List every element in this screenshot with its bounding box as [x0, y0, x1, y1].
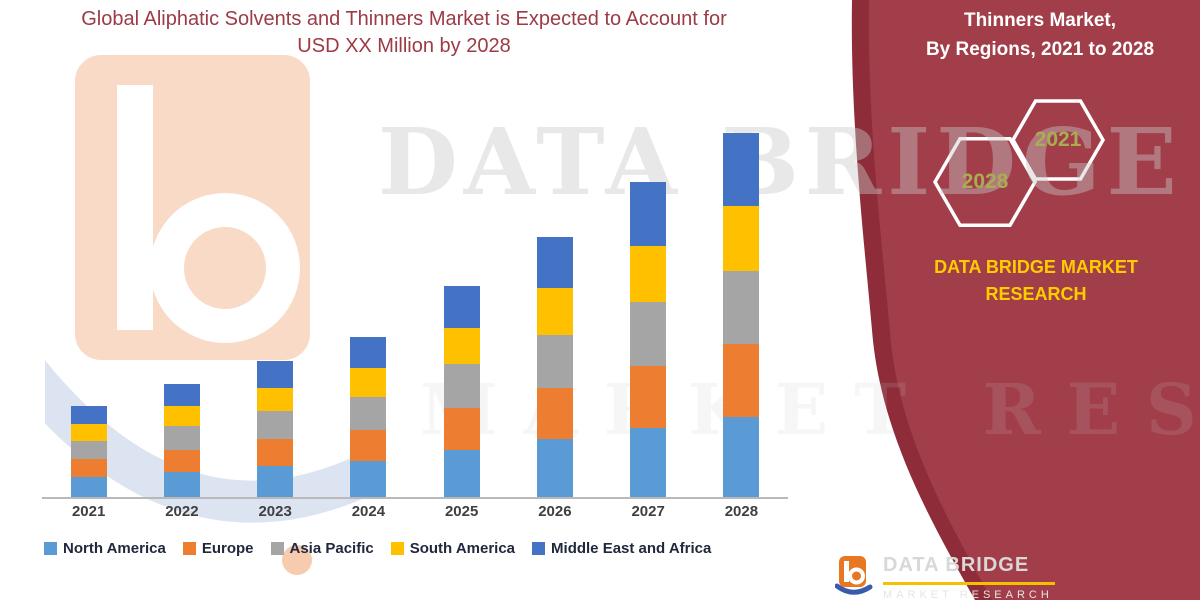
segment-2022-south-america — [163, 406, 200, 427]
x-axis-label-2027: 2027 — [631, 503, 665, 520]
segment-2022-europe — [163, 449, 200, 472]
panel-heading: Thinners Market, By Regions, 2021 to 202… — [898, 6, 1182, 65]
page-title-line1: Global Aliphatic Solvents and Thinners M… — [81, 8, 727, 30]
legend-label: Middle East and Africa — [551, 540, 712, 557]
brand-text-line2: RESEARCH — [985, 284, 1087, 304]
bar-2025 — [443, 285, 480, 497]
legend-swatch — [532, 542, 546, 555]
segment-2024-asia-pacific — [350, 396, 387, 430]
footer-yellow-rule — [883, 582, 1055, 585]
segment-2027-middle-east-and-africa — [630, 182, 667, 246]
hexagon-2028-icon — [932, 136, 1038, 228]
footer-logo: DATA BRIDGE MARKET RESEARCH — [834, 554, 1055, 600]
segment-2021-asia-pacific — [70, 440, 107, 459]
page-title-line2: USD XX Million by 2028 — [297, 35, 511, 57]
bar-2028 — [723, 133, 760, 497]
legend-item-middle-east-and-africa: Middle East and Africa — [532, 540, 711, 557]
bar-2026 — [536, 236, 573, 497]
page-title: Global Aliphatic Solvents and Thinners M… — [18, 6, 790, 60]
segment-2022-north-america — [163, 471, 200, 497]
segment-2022-asia-pacific — [163, 426, 200, 450]
footer-logo-text: DATA BRIDGE MARKET RESEARCH — [883, 554, 1055, 600]
segment-2028-middle-east-and-africa — [723, 133, 760, 206]
segment-2024-middle-east-and-africa — [350, 336, 387, 368]
x-axis-label-2026: 2026 — [538, 503, 572, 520]
segment-2021-europe — [70, 458, 107, 477]
bar-2027 — [630, 182, 667, 497]
footer-brand-sub: MARKET RESEARCH — [883, 589, 1053, 600]
legend-label: North America — [63, 540, 166, 557]
legend-item-south-america: South America — [390, 540, 516, 557]
segment-2028-north-america — [723, 416, 760, 497]
panel-heading-line2: By Regions, 2021 to 2028 — [925, 39, 1155, 61]
segment-2027-north-america — [630, 427, 667, 497]
segment-2026-north-america — [536, 438, 573, 497]
segment-2028-europe — [723, 344, 760, 417]
segment-2025-north-america — [443, 449, 480, 497]
x-axis-label-2025: 2025 — [444, 503, 479, 520]
segment-2022-middle-east-and-africa — [163, 384, 200, 407]
legend-label: Asia Pacific — [289, 540, 374, 557]
legend-swatch — [44, 542, 57, 555]
legend-item-asia-pacific: Asia Pacific — [270, 540, 374, 557]
segment-2021-south-america — [70, 424, 107, 441]
x-axis-label-2022: 2022 — [165, 503, 199, 520]
plot-area — [42, 120, 788, 499]
legend-swatch — [270, 542, 284, 555]
segment-2021-north-america — [70, 476, 107, 497]
legend-label: Europe — [201, 540, 254, 557]
chart-legend: North America Europe Asia Pacific South Ame… — [44, 540, 824, 557]
segment-2028-south-america — [723, 205, 760, 272]
x-axis-label-2023: 2023 — [258, 503, 292, 520]
bar-2023 — [257, 360, 294, 497]
legend-label: South America — [409, 540, 516, 557]
data-bridge-logo-icon — [834, 554, 873, 600]
segment-2028-asia-pacific — [723, 271, 760, 345]
segment-2025-middle-east-and-africa — [443, 285, 480, 328]
segment-2023-south-america — [257, 387, 294, 412]
bar-2021 — [70, 406, 107, 497]
legend-item-north-america: North America — [44, 540, 166, 557]
segment-2024-europe — [350, 429, 387, 461]
segment-2026-south-america — [536, 287, 573, 336]
segment-2027-south-america — [630, 245, 667, 303]
segment-2026-europe — [536, 387, 573, 439]
segment-2023-europe — [257, 438, 294, 467]
segment-2025-europe — [443, 407, 480, 450]
bar-2024 — [350, 336, 387, 497]
brand-text-line1: DATA BRIDGE MARKET — [934, 257, 1138, 277]
segment-2024-south-america — [350, 367, 387, 397]
segment-2027-europe — [630, 365, 667, 428]
footer-brand-name: DATA BRIDGE — [883, 554, 1030, 576]
x-axis-label-2028: 2028 — [724, 503, 759, 520]
brand-text: DATA BRIDGE MARKET RESEARCH — [900, 254, 1172, 308]
x-axis-label-2024: 2024 — [351, 503, 386, 520]
segment-2026-asia-pacific — [536, 335, 573, 388]
bar-2022 — [163, 384, 200, 497]
hexagon-2021-icon — [1010, 99, 1106, 181]
hexagon-year-2028: 2028 — [961, 170, 1009, 193]
segment-2025-south-america — [443, 327, 480, 365]
hexagon-year-2021: 2021 — [1034, 128, 1082, 151]
segment-2023-asia-pacific — [257, 411, 294, 439]
legend-swatch — [182, 542, 196, 555]
x-axis-labels: 2021 2022 2023 2024 2025 2026 2027 2028 — [42, 503, 788, 520]
legend-item-europe: Europe — [182, 540, 254, 557]
segment-2027-asia-pacific — [630, 302, 667, 366]
segment-2026-middle-east-and-africa — [536, 236, 573, 288]
x-axis-label-2021: 2021 — [71, 503, 106, 520]
segment-2023-north-america — [257, 466, 294, 497]
segment-2025-asia-pacific — [443, 364, 480, 408]
segment-2024-north-america — [350, 460, 387, 497]
panel-heading-line1: Thinners Market, — [963, 10, 1117, 31]
segment-2021-middle-east-and-africa — [70, 406, 107, 425]
legend-swatch — [390, 542, 404, 555]
segment-2023-middle-east-and-africa — [257, 360, 294, 388]
